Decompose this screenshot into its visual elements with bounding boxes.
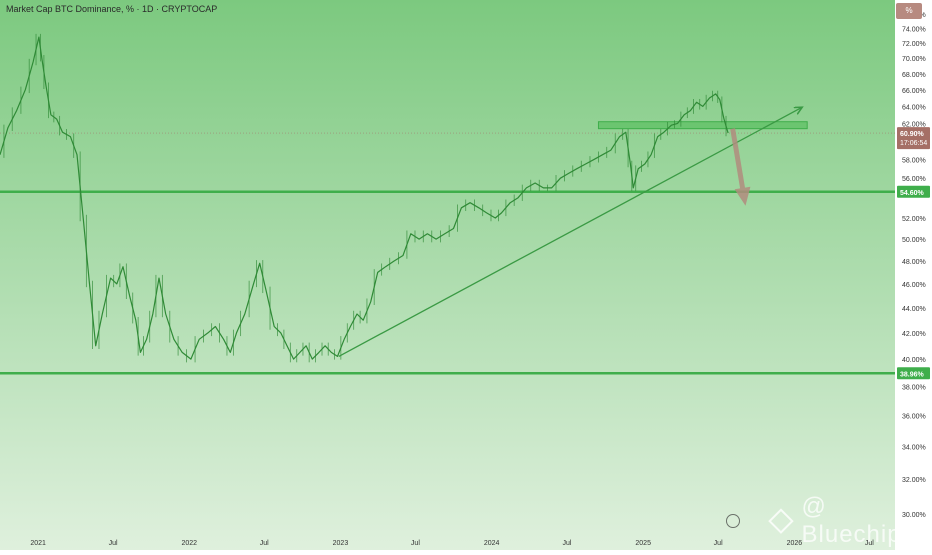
x-tick-label: Jul [563, 540, 572, 547]
y-tick-label: 72.00% [902, 41, 926, 48]
x-tick-label: 2023 [333, 540, 349, 547]
y-tick-label: 68.00% [902, 72, 926, 79]
brand-logo-icon [768, 508, 793, 533]
lightning-icon [726, 514, 740, 528]
y-tick-label: 48.00% [902, 259, 926, 266]
x-tick-label: Jul [714, 540, 723, 547]
bar-countdown-label: 17:06:54 [900, 140, 927, 147]
x-tick-label: 2022 [181, 540, 197, 547]
x-tick-label: Jul [411, 540, 420, 547]
y-tick-label: 58.00% [902, 157, 926, 164]
y-tick-label: 64.00% [902, 104, 926, 111]
support-level-label: 38.96% [900, 371, 925, 378]
y-tick-label: 74.00% [902, 26, 926, 33]
x-tick-label: 2025 [635, 540, 651, 547]
y-tick-label: 38.00% [902, 385, 926, 392]
scale-toggle-button[interactable]: % [896, 3, 922, 19]
y-tick-label: 44.00% [902, 306, 926, 313]
y-tick-label: 36.00% [902, 414, 926, 421]
y-tick-label: 50.00% [902, 237, 926, 244]
current-price-label: 60.90% [900, 131, 925, 138]
watermark-text: @ Bluechip [802, 493, 932, 549]
y-tick-label: 46.00% [902, 282, 926, 289]
y-tick-label: 40.00% [902, 357, 926, 364]
y-tick-label: 66.00% [902, 88, 926, 95]
y-tick-label: 34.00% [902, 444, 926, 451]
y-tick-label: 42.00% [902, 331, 926, 338]
price-axis-panel [895, 0, 932, 550]
x-tick-label: Jul [260, 540, 269, 547]
x-tick-label: 2024 [484, 540, 500, 547]
y-tick-label: 52.00% [902, 216, 926, 223]
x-tick-label: 2021 [30, 540, 46, 547]
support-level-label: 54.60% [900, 190, 925, 197]
y-tick-label: 32.00% [902, 477, 926, 484]
y-tick-label: 70.00% [902, 56, 926, 63]
watermark: @ Bluechip [726, 506, 932, 536]
chart-header-title: Market Cap BTC Dominance, % · 1D · CRYPT… [6, 4, 217, 14]
plot-background [0, 0, 895, 550]
x-tick-label: Jul [109, 540, 118, 547]
x-tick-label: 2026 [787, 540, 803, 547]
y-tick-label: 56.00% [902, 176, 926, 183]
resistance-zone [598, 122, 807, 129]
